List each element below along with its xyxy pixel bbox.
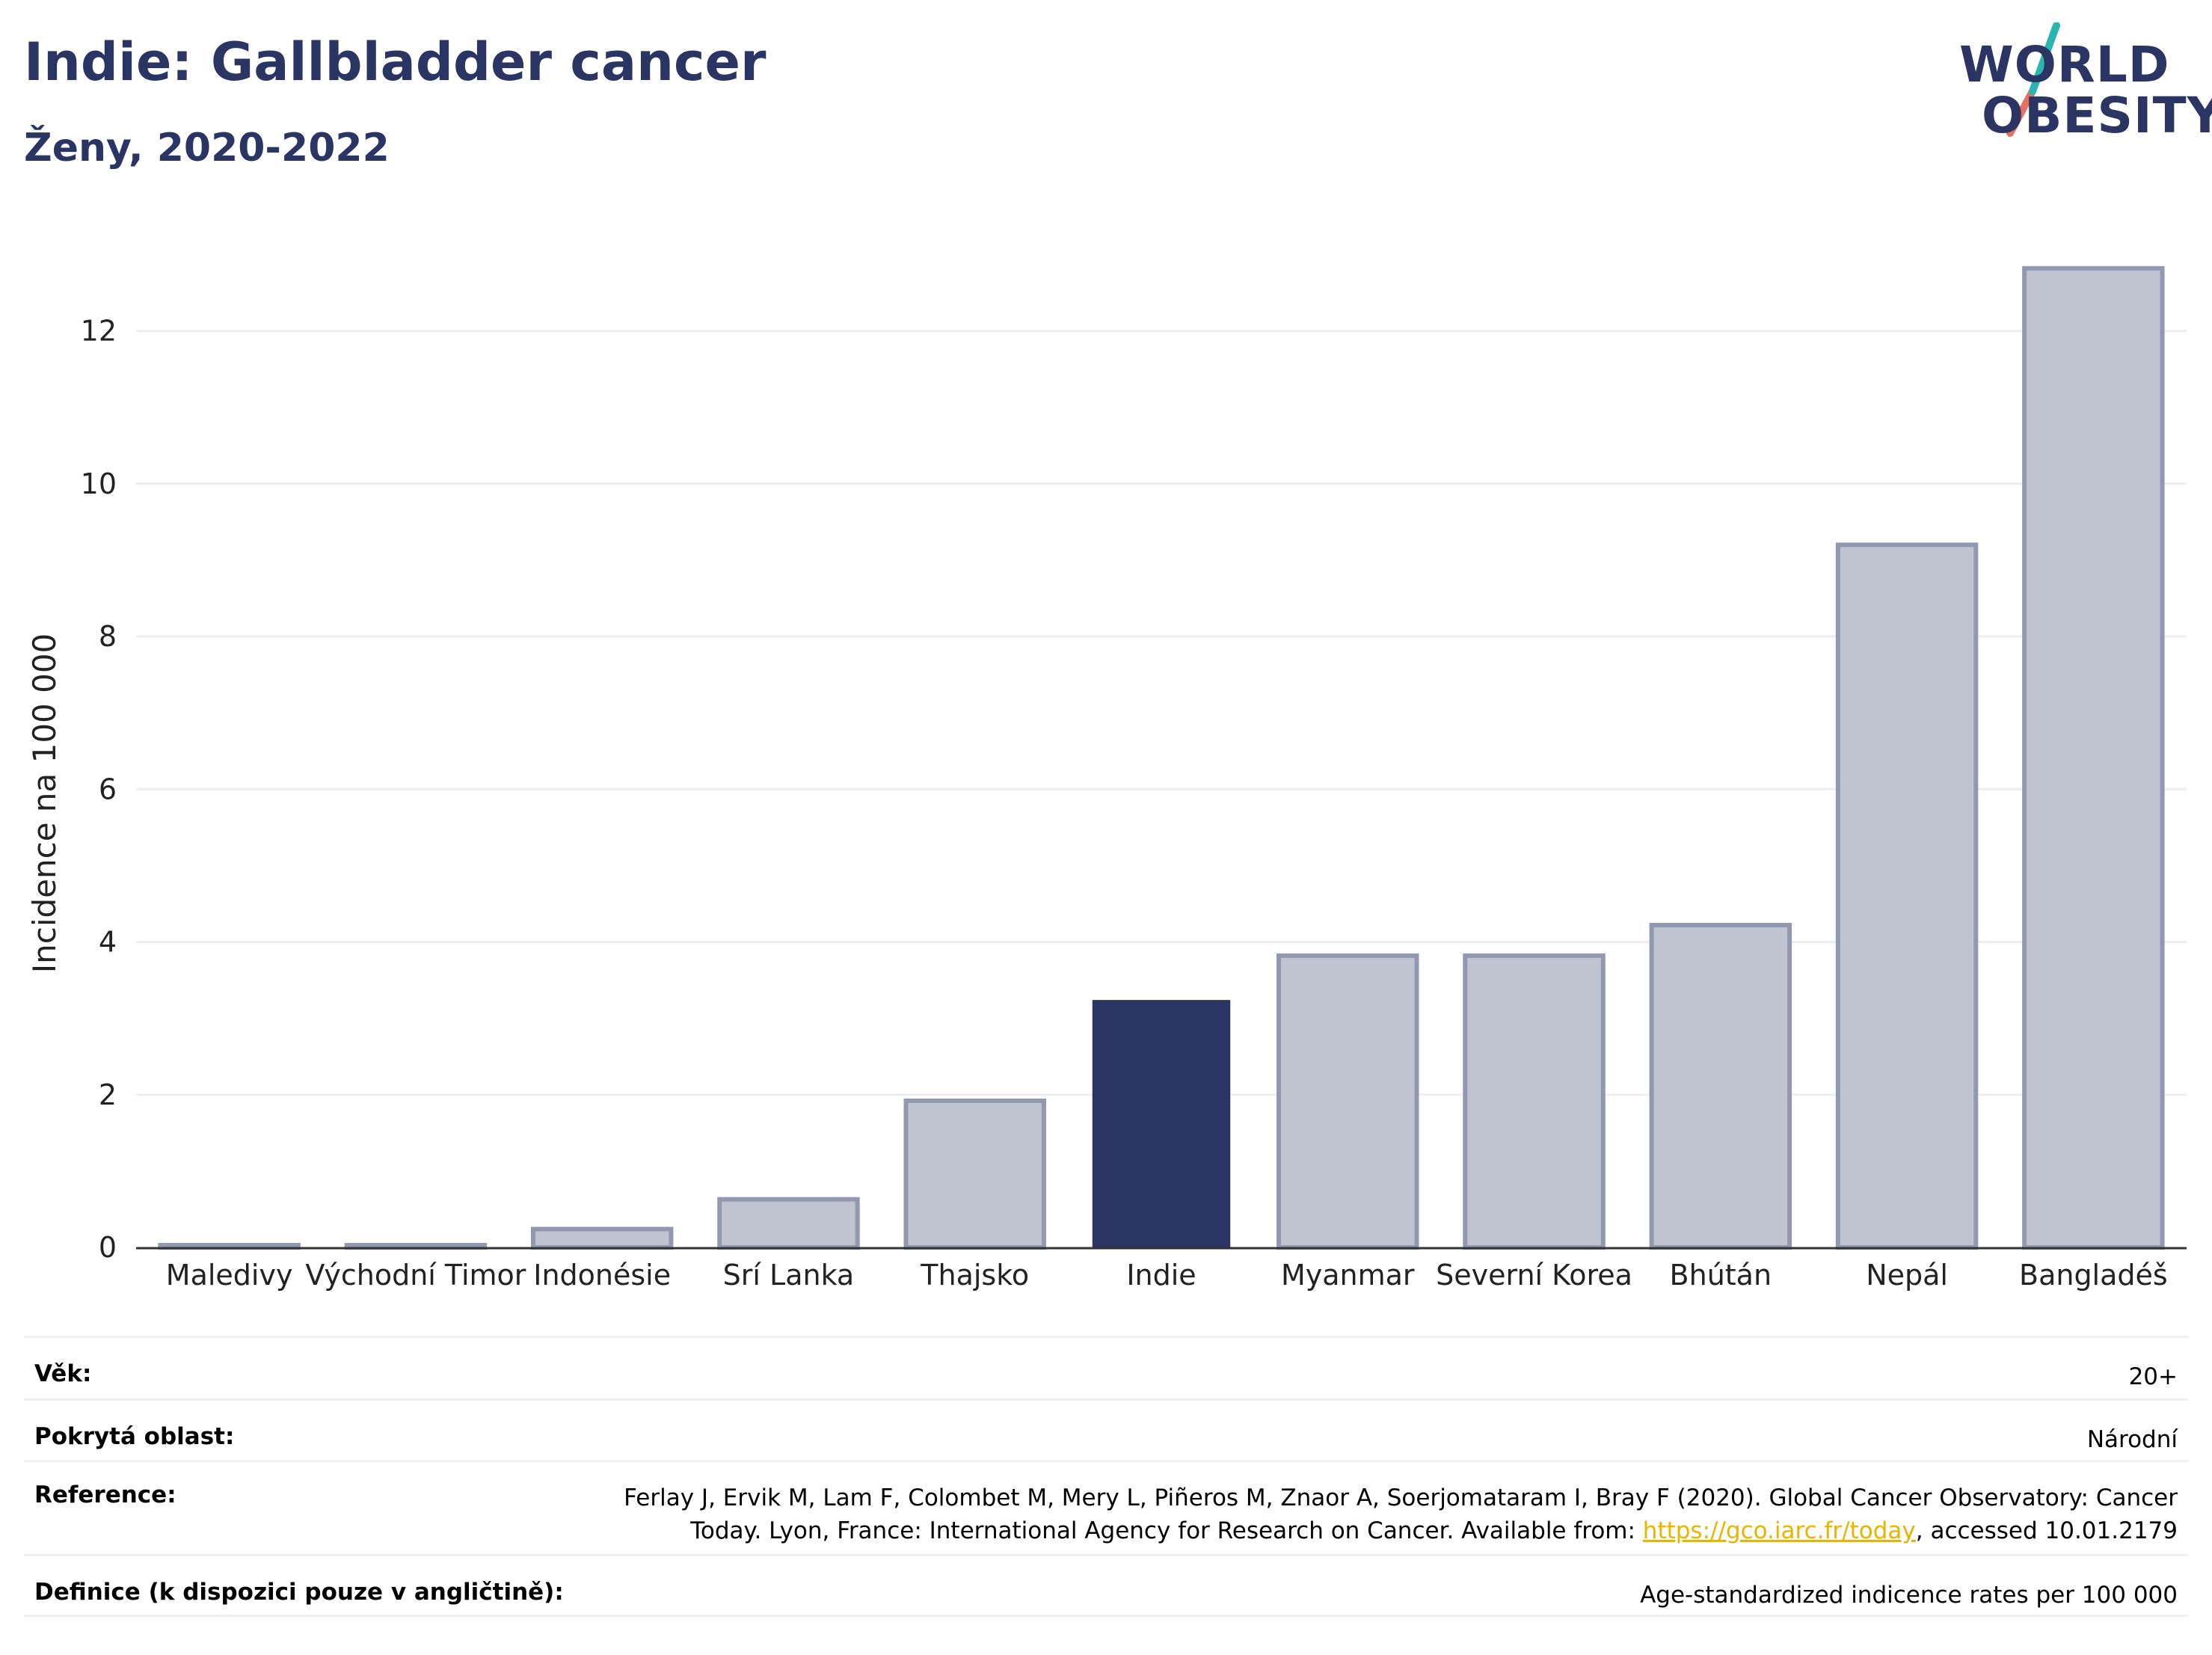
y-tick-label: 0 xyxy=(99,1231,117,1264)
y-tick-label: 6 xyxy=(99,773,117,805)
logo-text-world: WORLD xyxy=(1959,36,2170,93)
x-tick-label: Thajsko xyxy=(920,1259,1029,1292)
bar-indonésie xyxy=(530,1226,674,1250)
definition-value: Age-standardized indicence rates per 100… xyxy=(1640,1582,2178,1609)
x-tick-label: Srí Lanka xyxy=(723,1259,855,1292)
age-value: 20+ xyxy=(2128,1363,2178,1390)
reference-link[interactable]: https://gco.iarc.fr/today xyxy=(1642,1517,1916,1545)
x-axis-labels: Maledivy Východní Timor Indonésie Srí Lanka… xyxy=(166,1259,2168,1292)
y-axis-ticks: 0 2 4 6 8 10 12 xyxy=(81,315,117,1264)
chart-subtitle: Ženy, 2020-2022 xyxy=(24,126,390,171)
bar-bangladéš xyxy=(2022,265,2165,1250)
meta-row-definition: Definice (k dispozici pouze v angličtině… xyxy=(24,1554,2188,1617)
bar-thajsko xyxy=(903,1098,1046,1250)
y-tick-label: 4 xyxy=(99,926,117,959)
bar-srí-lanka xyxy=(717,1197,860,1250)
meta-row-age: Věk: 20+ xyxy=(24,1336,2188,1398)
age-label: Věk: xyxy=(34,1360,92,1387)
reference-text: Ferlay J, Ervik M, Lam F, Colombet M, Me… xyxy=(624,1484,2178,1545)
y-tick-label: 8 xyxy=(99,620,117,653)
y-tick-label: 2 xyxy=(99,1078,117,1111)
reference-label: Reference: xyxy=(34,1481,176,1508)
definition-label: Definice (k dispozici pouze v angličtině… xyxy=(34,1579,564,1606)
x-tick-label: Maledivy xyxy=(166,1259,293,1292)
world-obesity-logo: WORLD OBESITY xyxy=(1944,22,2212,157)
bar-severní-korea xyxy=(1463,953,1606,1250)
chart-title: Indie: Gallbladder cancer xyxy=(24,31,766,93)
y-tick-label: 12 xyxy=(81,315,117,348)
x-tick-label: Severní Korea xyxy=(1436,1259,1632,1292)
bar-nepál xyxy=(1835,542,1979,1250)
x-tick-label: Indonésie xyxy=(533,1259,671,1292)
bar-bhútán xyxy=(1649,923,1792,1250)
x-tick-label: Nepál xyxy=(1866,1259,1948,1292)
reference-accessed: , accessed 10.01.2179 xyxy=(1915,1517,2178,1545)
logo-slash-icon xyxy=(2006,22,2060,137)
area-value: Národní xyxy=(2086,1426,2178,1453)
bar-myanmar xyxy=(1276,953,1419,1250)
bars xyxy=(158,265,2165,1250)
y-axis-title: Incidence na 100 000 xyxy=(26,633,63,974)
metadata-table: Věk: 20+ Pokrytá oblast: Národní Referen… xyxy=(24,1336,2188,1617)
x-tick-label: Bangladéš xyxy=(2019,1259,2168,1292)
x-tick-label: Bhútán xyxy=(1670,1259,1772,1292)
logo-text-obesity: OBESITY xyxy=(1982,87,2212,144)
bar-indie xyxy=(1092,1000,1231,1247)
x-tick-label: Indie xyxy=(1126,1259,1196,1292)
meta-row-reference: Reference: Ferlay J, Ervik M, Lam F, Col… xyxy=(24,1460,2188,1554)
bar-chart: 0 2 4 6 8 10 12 Maledivy Východní Timor Indonési… xyxy=(26,265,2187,1292)
y-tick-label: 10 xyxy=(81,467,117,500)
area-label: Pokrytá oblast: xyxy=(34,1423,235,1450)
x-tick-label: Myanmar xyxy=(1281,1259,1415,1292)
x-tick-label: Východní Timor xyxy=(305,1259,526,1292)
reference-value: Ferlay J, Ervik M, Lam F, Colombet M, Me… xyxy=(607,1481,2178,1547)
meta-row-area: Pokrytá oblast: Národní xyxy=(24,1398,2188,1460)
